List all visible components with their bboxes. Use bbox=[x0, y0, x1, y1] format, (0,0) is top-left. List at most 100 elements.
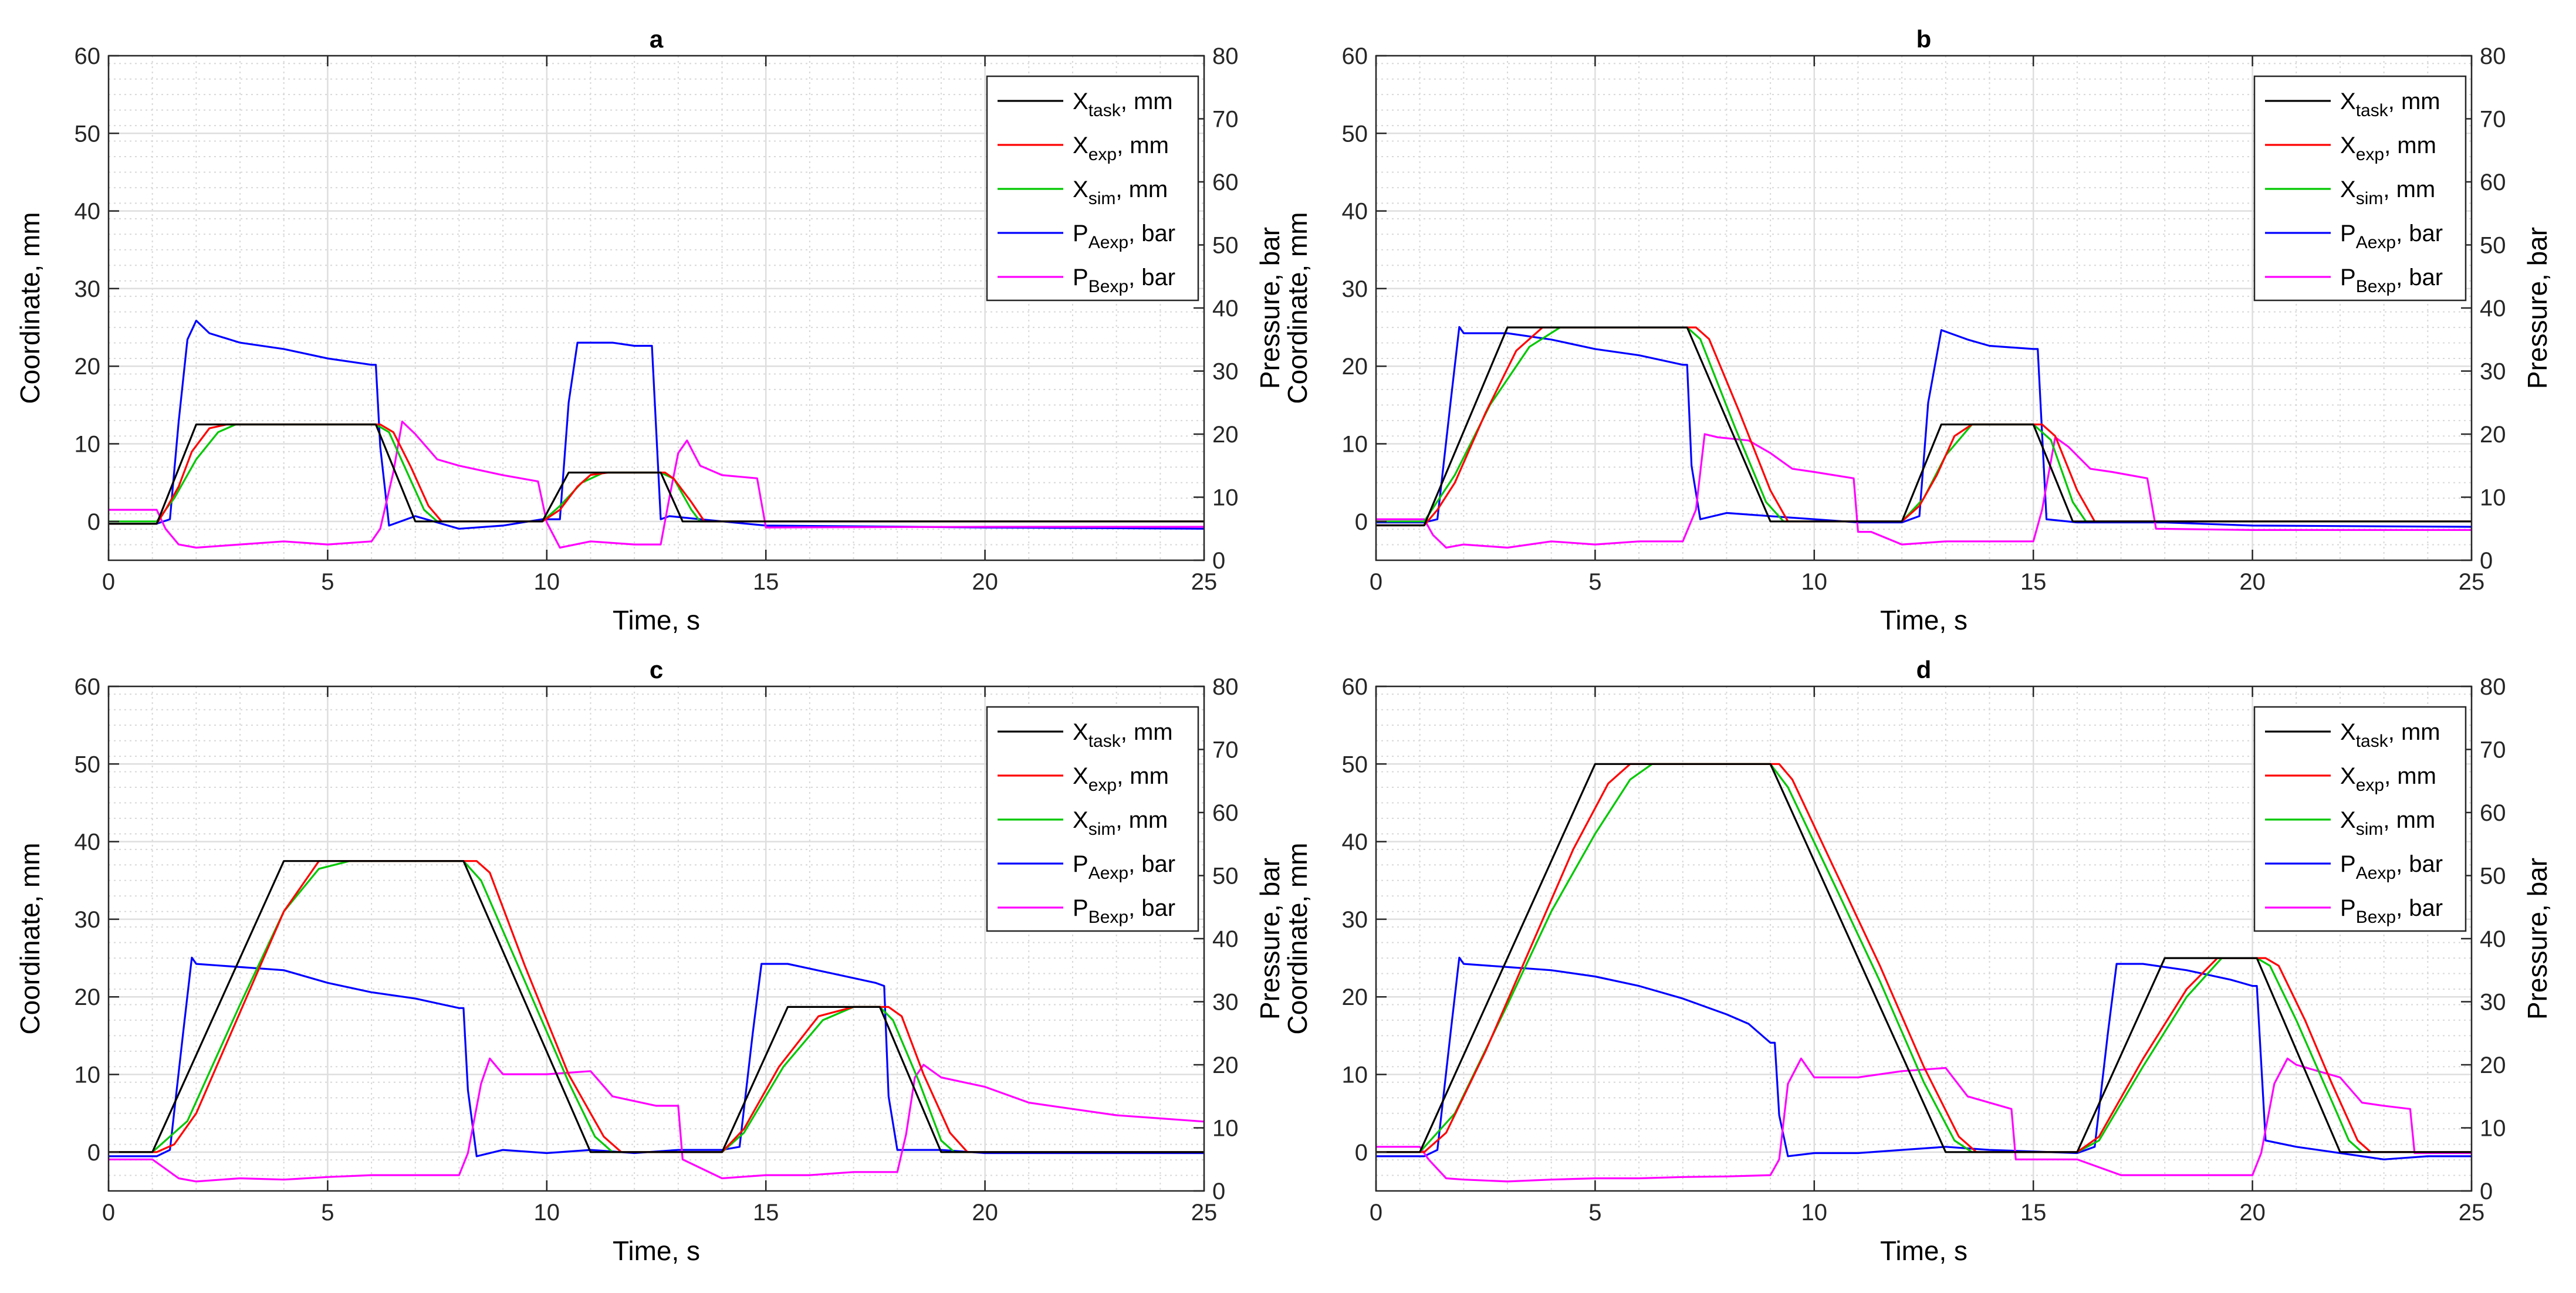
y-left-tick-label: 10 bbox=[1342, 432, 1368, 458]
panel-title: d bbox=[1916, 656, 1932, 683]
y-left-tick-label: 0 bbox=[1355, 1140, 1368, 1166]
y-right-tick-label: 50 bbox=[2480, 233, 2506, 259]
series-line-x-sim bbox=[1376, 326, 2472, 523]
x-tick-label: 15 bbox=[2020, 1200, 2047, 1226]
x-tick-label: 0 bbox=[102, 569, 115, 595]
legend: Xtask, mm Xexp, mm Xsim, mm PAexp, bar PBexp… bbox=[986, 75, 1199, 302]
x-tick-label: 10 bbox=[534, 1200, 560, 1226]
series-line-x-task bbox=[1376, 763, 2472, 1153]
x-tick-label: 25 bbox=[2459, 569, 2485, 595]
series-group bbox=[109, 860, 1204, 1183]
y-right-axis-label: Pressure, bar bbox=[1255, 227, 1285, 389]
x-tick-label: 15 bbox=[753, 569, 779, 595]
legend-label: Xsim, mm bbox=[1073, 807, 1168, 839]
y-right-tick-label: 30 bbox=[2480, 990, 2506, 1016]
y-right-tick-label: 70 bbox=[1212, 107, 1239, 133]
y-left-tick-label: 60 bbox=[75, 674, 101, 700]
series-line-x-exp bbox=[109, 860, 1204, 1153]
y-left-tick-label: 0 bbox=[87, 1140, 100, 1166]
y-right-tick-label: 60 bbox=[1212, 800, 1239, 826]
y-right-axis-label: Pressure, bar bbox=[1255, 858, 1285, 1020]
series-line-x-task bbox=[109, 860, 1204, 1153]
y-left-axis-label: Coordinate, mm bbox=[1282, 212, 1313, 404]
y-left-tick-label: 50 bbox=[75, 121, 101, 147]
y-right-tick-label: 60 bbox=[2480, 800, 2506, 826]
legend-label: Xsim, mm bbox=[2340, 177, 2435, 208]
legend-label: PAexp, bar bbox=[2340, 221, 2443, 252]
series-group bbox=[1376, 326, 2472, 549]
series-line-p-bexp bbox=[109, 1057, 1204, 1183]
y-right-tick-label: 50 bbox=[1212, 864, 1239, 889]
y-right-tick-label: 10 bbox=[1212, 1116, 1239, 1142]
legend-label: Xtask, mm bbox=[2340, 719, 2440, 751]
y-left-tick-label: 50 bbox=[1342, 121, 1368, 147]
y-left-tick-label: 0 bbox=[1355, 509, 1368, 535]
x-axis-label: Time, s bbox=[613, 605, 700, 635]
x-axis-label: Time, s bbox=[1880, 1236, 1968, 1266]
legend: Xtask, mm Xexp, mm Xsim, mm PAexp, bar PBexp… bbox=[2253, 706, 2467, 932]
series-group bbox=[1376, 763, 2472, 1183]
y-right-tick-label: 0 bbox=[2480, 1179, 2493, 1204]
y-right-tick-label: 10 bbox=[2480, 1116, 2506, 1142]
series-line-p-aexp bbox=[109, 956, 1204, 1157]
legend-label: Xsim, mm bbox=[2340, 807, 2435, 839]
y-right-tick-label: 70 bbox=[2480, 737, 2506, 763]
y-left-tick-label: 30 bbox=[1342, 276, 1368, 302]
y-right-tick-label: 80 bbox=[2480, 43, 2506, 69]
y-right-axis-label: Pressure, bar bbox=[2522, 227, 2553, 389]
panel-title: a bbox=[650, 25, 664, 53]
panel-b: 0 5 10 15 20 25010203040506001020304050607080… bbox=[1282, 25, 2553, 635]
y-left-tick-label: 10 bbox=[75, 1062, 101, 1088]
x-tick-label: 5 bbox=[321, 569, 334, 595]
panel-d: 0 5 10 15 20 25010203040506001020304050607080… bbox=[1282, 656, 2553, 1266]
legend-label: PBexp, bar bbox=[1073, 265, 1175, 296]
legend-label: PBexp, bar bbox=[2340, 265, 2443, 296]
x-tick-label: 15 bbox=[753, 1200, 779, 1226]
y-left-tick-label: 0 bbox=[87, 509, 100, 535]
y-right-tick-label: 0 bbox=[2480, 548, 2493, 574]
series-line-p-bexp bbox=[1376, 433, 2472, 549]
y-right-tick-label: 40 bbox=[1212, 296, 1239, 321]
x-tick-label: 0 bbox=[1370, 1200, 1382, 1226]
legend-label: Xexp, mm bbox=[1073, 133, 1169, 164]
y-left-tick-label: 10 bbox=[75, 432, 101, 458]
y-right-axis-label: Pressure, bar bbox=[2522, 858, 2553, 1020]
legend-label: Xexp, mm bbox=[2340, 133, 2436, 164]
y-left-tick-label: 50 bbox=[75, 752, 101, 777]
legend-label: PBexp, bar bbox=[1073, 895, 1175, 927]
y-right-tick-label: 80 bbox=[2480, 674, 2506, 700]
y-right-tick-label: 20 bbox=[2480, 1052, 2506, 1078]
legend-label: Xtask, mm bbox=[1073, 719, 1173, 751]
y-right-tick-label: 40 bbox=[1212, 926, 1239, 952]
y-left-tick-label: 40 bbox=[75, 830, 101, 855]
legend-label: Xsim, mm bbox=[1073, 177, 1168, 208]
panel-c: 0 5 10 15 20 25010203040506001020304050607080… bbox=[15, 656, 1285, 1266]
x-tick-label: 20 bbox=[2239, 569, 2266, 595]
y-left-axis-label: Coordinate, mm bbox=[15, 212, 45, 404]
y-right-tick-label: 40 bbox=[2480, 296, 2506, 321]
y-right-tick-label: 20 bbox=[1212, 422, 1239, 448]
y-left-tick-label: 20 bbox=[1342, 984, 1368, 1010]
x-tick-label: 10 bbox=[1801, 569, 1828, 595]
y-right-tick-label: 60 bbox=[2480, 170, 2506, 195]
y-left-axis-label: Coordinate, mm bbox=[15, 842, 45, 1034]
y-left-tick-label: 30 bbox=[75, 276, 101, 302]
legend-label: PAexp, bar bbox=[1073, 221, 1175, 252]
y-left-tick-label: 20 bbox=[75, 984, 101, 1010]
series-line-p-aexp bbox=[109, 319, 1204, 530]
x-axis-label: Time, s bbox=[613, 1236, 700, 1266]
panel-a: 0 5 10 15 20 25010203040506001020304050607080… bbox=[15, 25, 1285, 635]
legend-label: Xexp, mm bbox=[1073, 763, 1169, 795]
y-left-tick-label: 20 bbox=[75, 354, 101, 380]
x-tick-label: 20 bbox=[972, 569, 998, 595]
y-right-tick-label: 10 bbox=[2480, 485, 2506, 511]
y-right-tick-label: 50 bbox=[2480, 864, 2506, 889]
y-right-tick-label: 70 bbox=[2480, 107, 2506, 133]
y-right-tick-label: 60 bbox=[1212, 170, 1239, 195]
y-right-tick-label: 30 bbox=[1212, 990, 1239, 1016]
y-left-tick-label: 60 bbox=[1342, 674, 1368, 700]
x-tick-label: 20 bbox=[972, 1200, 998, 1226]
series-line-x-task bbox=[1376, 326, 2472, 527]
y-right-tick-label: 30 bbox=[1212, 359, 1239, 385]
panel-title: c bbox=[650, 656, 663, 683]
